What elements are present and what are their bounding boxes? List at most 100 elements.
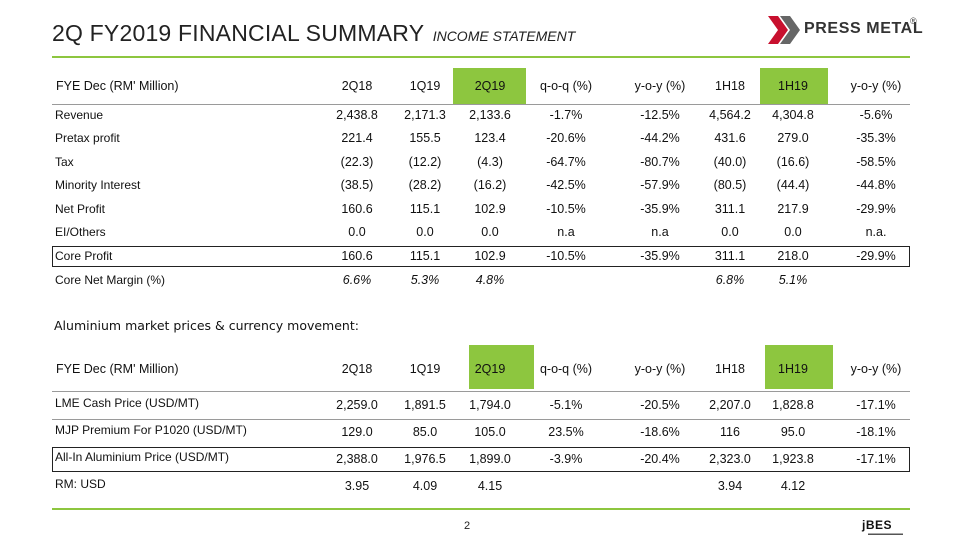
table-header-label: FYE Dec (RM' Million) [56,79,179,93]
registered-mark: ® [910,16,917,26]
table-cell: -64.7% [546,155,586,169]
all-in-price-row-box [52,447,910,472]
column-header: 1H18 [715,79,745,93]
table-cell: 221.4 [341,131,373,145]
table-cell: 102.9 [474,202,506,216]
table-cell: 102.9 [474,249,506,263]
table-cell: -20.6% [546,131,586,145]
table-cell: 4.8% [475,273,505,287]
table-cell: -10.5% [546,202,586,216]
page-subtitle: INCOME STATEMENT [432,28,576,44]
table-cell: -58.5% [856,155,896,169]
table-cell: 311.1 [714,249,746,263]
table-cell: -18.1% [856,425,896,439]
core-profit-row-box [52,246,910,267]
table-cell: -20.5% [640,398,680,412]
highlight-1h19-header [760,68,828,104]
table-cell: 160.6 [341,249,373,263]
table-cell: 2,133.6 [469,108,511,122]
table-cell: (16.6) [776,155,810,169]
table-cell: -80.7% [640,155,680,169]
table-cell: 123.4 [474,131,506,145]
table-cell: (4.3) [477,155,503,169]
press-metal-logo: PRESS METAL ® [762,12,932,52]
table-cell: 23.5% [548,425,584,439]
table-cell: 115.1 [409,249,441,263]
table-cell: (12.2) [408,155,442,169]
table-cell: 2,388.0 [336,452,378,466]
table-header-label: FYE Dec (RM' Million) [56,362,179,376]
table-cell: -17.1% [856,452,896,466]
press-metal-chevron-logo-icon [768,16,800,44]
table-cell: 279.0 [777,131,809,145]
row-label: Minority Interest [55,178,141,192]
column-header: y-o-y (%) [850,362,902,376]
highlight-2q19-header [453,68,526,104]
table-cell: 0.0 [416,225,434,239]
row-label: Core Net Margin (%) [55,273,166,287]
table-cell: 2,259.0 [336,398,378,412]
column-header: 1Q19 [409,79,441,93]
row-label: Pretax profit [55,131,120,145]
table-cell: 0.0 [784,225,802,239]
table-cell: 1,923.8 [772,452,814,466]
table-cell: (38.5) [340,178,374,192]
column-header: 2Q19 [474,79,506,93]
table-cell: -10.5% [546,249,586,263]
aluminium-section-title: Aluminium market prices & currency movem… [54,318,359,333]
row-label: All-In Aluminium Price (USD/MT) [55,450,230,464]
table-cell: -35.9% [640,202,680,216]
table-cell: n.a. [865,225,887,239]
page-title: 2Q FY2019 FINANCIAL SUMMARY [52,20,425,46]
table-cell: 155.5 [409,131,441,145]
table-cell: 3.95 [344,479,370,493]
column-header: 2Q19 [474,362,506,376]
table-cell: 85.0 [412,425,438,439]
column-header: 1H18 [715,362,745,376]
column-header: 2Q18 [341,79,373,93]
table-cell: 4.15 [477,479,503,493]
header-divider [52,391,910,392]
table-cell: 431.6 [714,131,746,145]
table-cell: 105.0 [474,425,506,439]
highlight-2q19-header [469,345,534,389]
column-header: q-o-q (%) [539,79,593,93]
table-cell: 0.0 [481,225,499,239]
table-cell: 95.0 [780,425,806,439]
table-cell: -29.9% [856,202,896,216]
row-label: Revenue [55,108,104,122]
logo-text: PRESS METAL [804,20,924,37]
table-cell: 218.0 [777,249,809,263]
table-cell: -35.3% [856,131,896,145]
table-cell: 5.1% [778,273,808,287]
table-cell: 311.1 [714,202,746,216]
table-cell: (22.3) [340,155,374,169]
footer-divider [52,508,910,510]
header-divider [52,104,910,105]
table-cell: n.a [557,225,575,239]
table-cell: 116 [720,425,740,439]
table-cell: -3.9% [549,452,583,466]
table-cell: 4.12 [780,479,806,493]
table-cell: 1,828.8 [772,398,814,412]
table-cell: 1,794.0 [469,398,511,412]
table-cell: 4,564.2 [709,108,751,122]
table-cell: 6.6% [342,273,372,287]
row-label: LME Cash Price (USD/MT) [55,396,200,410]
column-header: 1H19 [778,79,808,93]
table-cell: -5.6% [859,108,893,122]
page-title-group: 2Q FY2019 FINANCIAL SUMMARY INCOME STATE… [52,20,575,47]
table-cell: 2,438.8 [336,108,378,122]
table-cell: n.a [651,225,669,239]
table-cell: (16.2) [473,178,507,192]
row-label: Net Profit [55,202,106,216]
table-cell: 6.8% [715,273,745,287]
jbes-logo-mark: ▬▬▬▬▬▬▬ [868,531,903,537]
table-cell: 1,891.5 [404,398,446,412]
table-cell: 129.0 [341,425,373,439]
title-divider [52,56,910,58]
table-cell: 4.09 [412,479,438,493]
row-divider [52,419,910,420]
page-number: 2 [464,520,471,532]
table-cell: 1,899.0 [469,452,511,466]
